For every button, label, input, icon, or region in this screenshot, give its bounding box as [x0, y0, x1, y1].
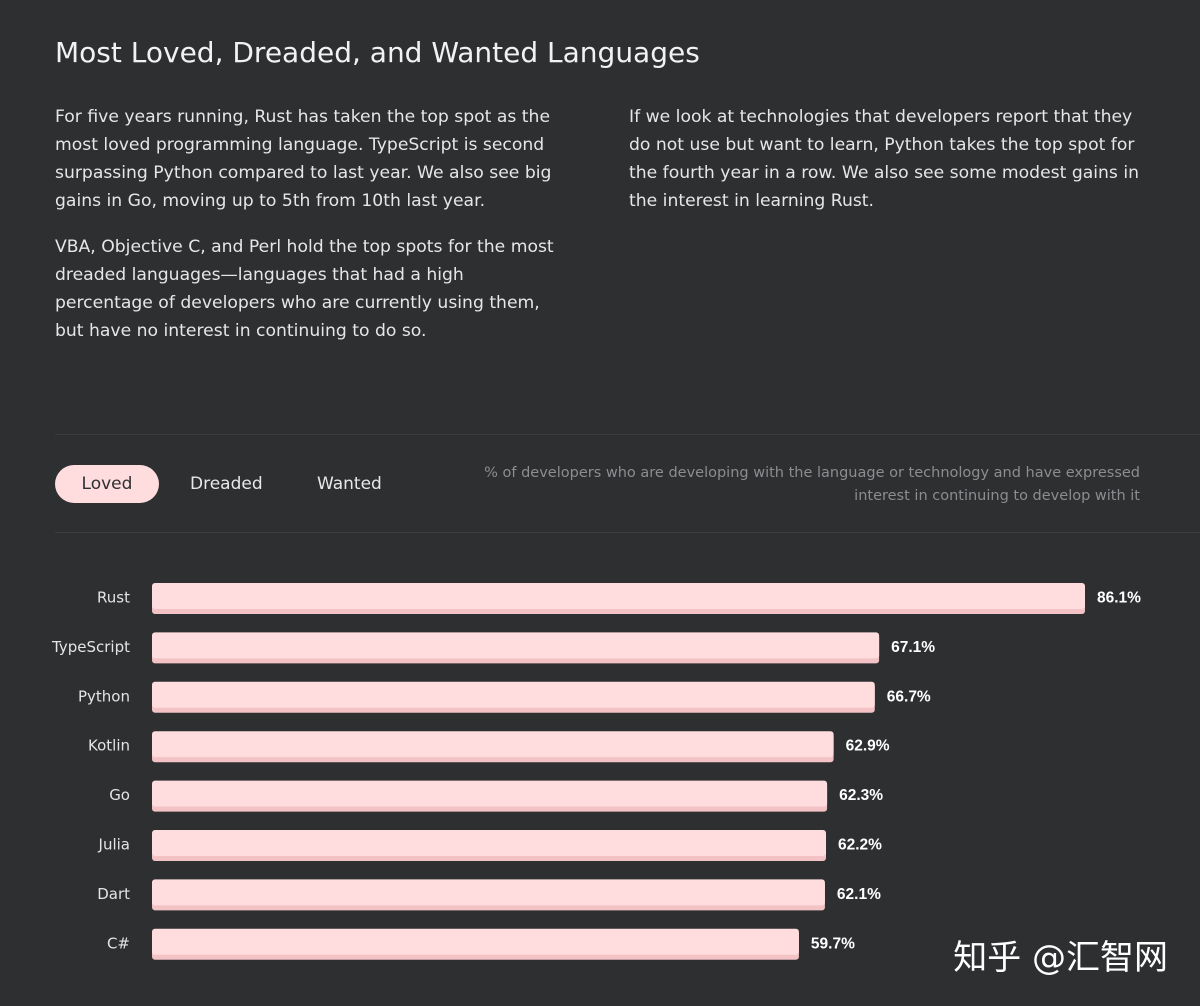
- intro-paragraph: If we look at technologies that develope…: [629, 107, 1140, 211]
- tab-wanted[interactable]: Wanted: [317, 474, 382, 494]
- bar-python: [152, 681, 875, 708]
- category-label: TypeScript: [51, 638, 130, 656]
- tab-loved[interactable]: Loved: [55, 465, 159, 503]
- watermark: 知乎 @汇智网: [953, 938, 1168, 978]
- value-label: 59.7%: [811, 935, 855, 952]
- chart-caption: % of developers who are developing with …: [484, 465, 1140, 504]
- bar-kotlin: [152, 731, 834, 758]
- bar-c-: [152, 928, 799, 955]
- category-label: Kotlin: [88, 737, 130, 755]
- value-label: 62.9%: [846, 738, 890, 755]
- bar-dart: [152, 879, 825, 906]
- category-label: Python: [78, 687, 130, 705]
- category-label: C#: [107, 934, 130, 952]
- value-label: 86.1%: [1097, 590, 1141, 607]
- intro-left-column: For five years running, Rust has taken t…: [55, 103, 565, 363]
- loved-languages-bar-chart: Rust 86.1% TypeScript 67.1% Python 66.7% Kotli…: [51, 583, 1141, 960]
- value-label: 67.1%: [891, 639, 935, 656]
- category-label: Rust: [97, 589, 130, 607]
- divider: [55, 532, 1200, 533]
- category-label: Go: [109, 786, 130, 804]
- page-title: Most Loved, Dreaded, and Wanted Language…: [55, 36, 700, 69]
- bar-rust: [152, 583, 1085, 609]
- bar-julia: [152, 830, 827, 856]
- value-label: 62.2%: [838, 837, 882, 854]
- intro-paragraph: VBA, Objective C, and Perl hold the top …: [55, 237, 554, 341]
- divider: [55, 434, 1200, 435]
- tab-dreaded[interactable]: Dreaded: [190, 474, 263, 494]
- value-label: 66.7%: [887, 688, 931, 705]
- category-label: Julia: [98, 836, 130, 854]
- intro-paragraph: For five years running, Rust has taken t…: [55, 107, 552, 211]
- value-label: 62.1%: [837, 886, 881, 903]
- intro-right-column: If we look at technologies that develope…: [629, 103, 1149, 233]
- value-label: 62.3%: [839, 787, 883, 804]
- bar-typescript: [152, 632, 880, 659]
- category-label: Dart: [97, 885, 130, 903]
- bar-go: [152, 780, 828, 807]
